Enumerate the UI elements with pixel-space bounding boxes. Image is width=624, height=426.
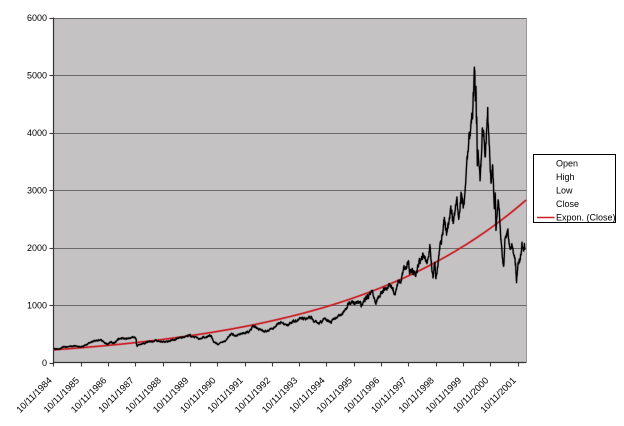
- svg-text:5000: 5000: [27, 71, 47, 81]
- svg-text:High: High: [556, 172, 575, 182]
- svg-text:Open: Open: [556, 158, 578, 168]
- svg-text:6000: 6000: [27, 13, 47, 23]
- svg-text:Expon. (Close): Expon. (Close): [556, 213, 616, 223]
- svg-text:2000: 2000: [27, 243, 47, 253]
- svg-text:3000: 3000: [27, 186, 47, 196]
- svg-text:Low: Low: [556, 186, 573, 196]
- svg-text:0: 0: [42, 358, 47, 368]
- svg-text:Close: Close: [556, 199, 579, 209]
- svg-text:1000: 1000: [27, 301, 47, 311]
- svg-text:4000: 4000: [27, 128, 47, 138]
